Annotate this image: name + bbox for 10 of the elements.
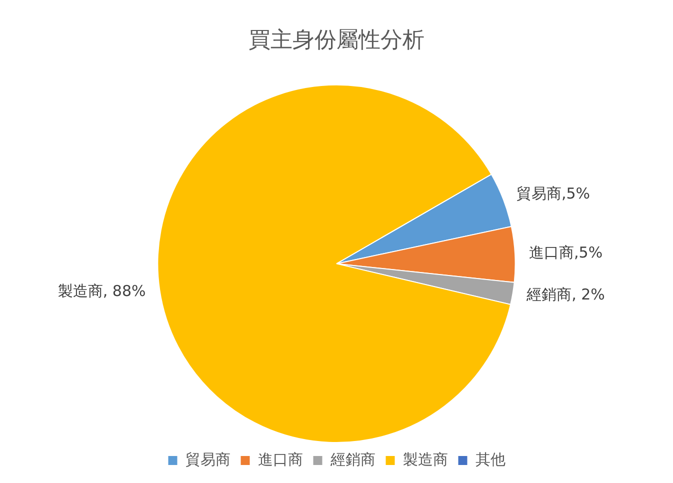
legend-label: 經銷商: [329, 450, 376, 468]
legend-label: 進口商: [258, 450, 303, 468]
data-label: 製造商, 88%: [58, 282, 146, 300]
legend-label: 製造商: [402, 450, 448, 468]
data-label: 經銷商, 2%: [526, 286, 605, 304]
data-label: 貿易商,5%: [516, 184, 590, 202]
chart-title: 買主身份屬性分析: [248, 28, 424, 53]
legend-label: 其他: [475, 450, 506, 468]
legend-label: 貿易商: [185, 450, 230, 468]
data-label: 進口商,5%: [529, 244, 603, 262]
